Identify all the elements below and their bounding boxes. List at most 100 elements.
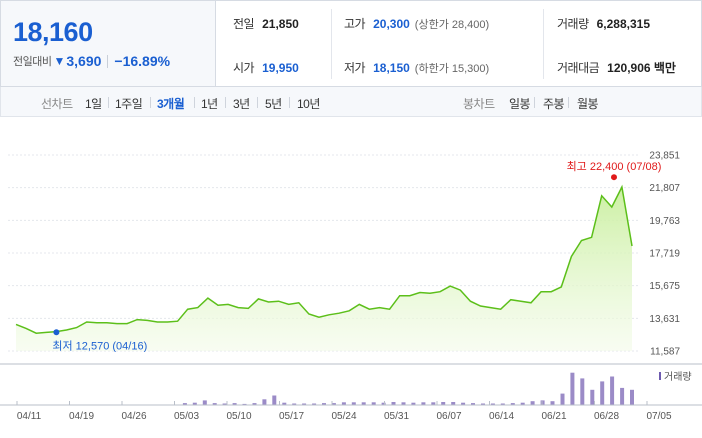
y-tick-label: 13,631: [649, 314, 680, 325]
volume-bar: [490, 403, 495, 405]
volume-bar: [252, 403, 257, 405]
volume-bar: [371, 402, 376, 405]
volume-bar: [381, 402, 386, 405]
y-axis: 23,851 21,807 19,763 17,719 15,675 13,631 11,5…: [649, 151, 680, 358]
tab-1y[interactable]: 1년: [201, 97, 218, 111]
chart-period-tabs: 선차트 1일 1주일 3개월 1년 3년 5년 10년 봉차트 일봉 주봉 월봉: [0, 87, 702, 117]
current-price: 18,160: [13, 17, 93, 47]
volume-bar: [560, 393, 565, 405]
stat-open: 시가 19,950: [233, 61, 299, 75]
high-annotation: 최고 22,400 (07/08): [567, 160, 662, 173]
tab-daily[interactable]: 일봉: [509, 97, 531, 111]
low-annotation: 최저 12,570 (04/16): [52, 339, 147, 352]
line-chart-label: 선차트: [41, 97, 73, 111]
volume-bar: [242, 403, 247, 405]
divider: [194, 97, 195, 108]
volume-bar: [302, 403, 307, 405]
volume-bar: [361, 402, 366, 405]
volume-bar: [520, 402, 525, 405]
volume-bar: [451, 402, 456, 405]
volume-bar: [331, 403, 336, 405]
price-summary: 18,160 전일대비 ▼ 3,690 −16.89%: [1, 1, 216, 86]
x-tick-label: 05/24: [331, 411, 356, 422]
volume-bar: [262, 399, 267, 405]
volume-label: 거래량: [664, 371, 692, 383]
volume-bar: [421, 402, 426, 405]
divider: [331, 9, 332, 79]
volume-bar: [540, 400, 545, 405]
x-tick-label: 06/07: [436, 411, 461, 422]
volume-bar: [570, 372, 575, 405]
volume-bar: [441, 402, 446, 405]
tab-3y[interactable]: 3년: [233, 97, 250, 111]
stat-volume: 거래량 6,288,315: [557, 17, 651, 31]
y-tick-label: 11,587: [650, 347, 680, 358]
stat-trade-value: 거래대금 120,906 백만: [557, 61, 676, 75]
tab-5y[interactable]: 5년: [265, 97, 282, 111]
y-tick-label: 23,851: [649, 151, 680, 162]
tab-1d[interactable]: 1일: [85, 97, 102, 111]
x-tick-label: 04/26: [121, 411, 146, 422]
divider: [257, 97, 258, 108]
volume-bar: [292, 403, 297, 405]
x-tick-label: 04/19: [69, 411, 94, 422]
x-tick-label: 05/03: [174, 411, 199, 422]
x-axis: 04/11 04/19 04/26 05/03 05/10 05/17 05/24 05/31…: [16, 401, 672, 422]
volume-bar: [272, 395, 277, 405]
divider: [225, 97, 226, 108]
volume-bar: [590, 389, 595, 405]
volume-bar: [222, 403, 227, 405]
x-tick-label: 05/10: [226, 411, 251, 422]
volume-legend-swatch: [659, 372, 661, 380]
volume-bar: [550, 401, 555, 405]
volume-bar: [341, 402, 346, 405]
high-marker: [611, 174, 617, 181]
x-tick-label: 06/14: [489, 411, 514, 422]
volume-bars: [182, 372, 634, 405]
change-percent: −16.89%: [114, 53, 171, 69]
change-label: 전일대비: [13, 56, 52, 68]
volume-bar: [471, 403, 475, 405]
volume-bar: [530, 401, 535, 405]
volume-bar: [322, 403, 326, 405]
tab-monthly[interactable]: 월봉: [577, 97, 599, 111]
down-triangle-icon: ▼: [53, 54, 66, 68]
volume-bar: [212, 403, 217, 405]
tab-1w[interactable]: 1주일: [115, 97, 143, 111]
price-area: [16, 187, 632, 351]
change-amount: 3,690: [66, 53, 102, 69]
volume-bar: [620, 387, 625, 405]
volume-bar: [431, 402, 436, 405]
volume-bar: [312, 403, 317, 405]
volume-bar: [461, 402, 466, 405]
x-tick-label: 04/11: [17, 411, 42, 422]
divider: [289, 97, 290, 108]
volume-bar: [610, 376, 615, 405]
candle-chart-label: 봉차트: [463, 97, 495, 111]
divider: [568, 97, 569, 108]
volume-bar: [481, 403, 485, 405]
volume-bar: [282, 402, 287, 405]
low-marker: [53, 329, 60, 336]
x-tick-label: 05/31: [384, 411, 409, 422]
volume-bar: [510, 403, 515, 405]
volume-bar: [411, 402, 416, 405]
stat-prev-close: 전일 21,850: [233, 17, 299, 31]
x-tick-label: 07/05: [646, 411, 671, 422]
tab-3m[interactable]: 3개월: [157, 97, 185, 111]
volume-bar: [600, 381, 605, 405]
price-line: [15, 184, 633, 334]
quote-header: 18,160 전일대비 ▼ 3,690 −16.89% 전일 21,850 고가 2…: [0, 0, 702, 87]
x-tick-label: 06/21: [541, 411, 566, 422]
y-tick-label: 21,807: [649, 183, 680, 194]
price-chart: 23,851 21,807 19,763 17,719 15,675 13,631 11,5…: [0, 151, 702, 422]
y-tick-label: 15,675: [649, 281, 680, 292]
y-tick-label: 17,719: [649, 249, 680, 260]
change-row: 전일대비 ▼ 3,690 −16.89%: [13, 53, 170, 69]
tab-weekly[interactable]: 주봉: [543, 97, 565, 111]
stat-low: 저가 18,150 (하한가 15,300): [344, 61, 490, 75]
volume-bar: [401, 402, 406, 405]
tab-10y[interactable]: 10년: [297, 97, 320, 111]
divider: [107, 54, 109, 68]
volume-bar: [192, 402, 197, 405]
